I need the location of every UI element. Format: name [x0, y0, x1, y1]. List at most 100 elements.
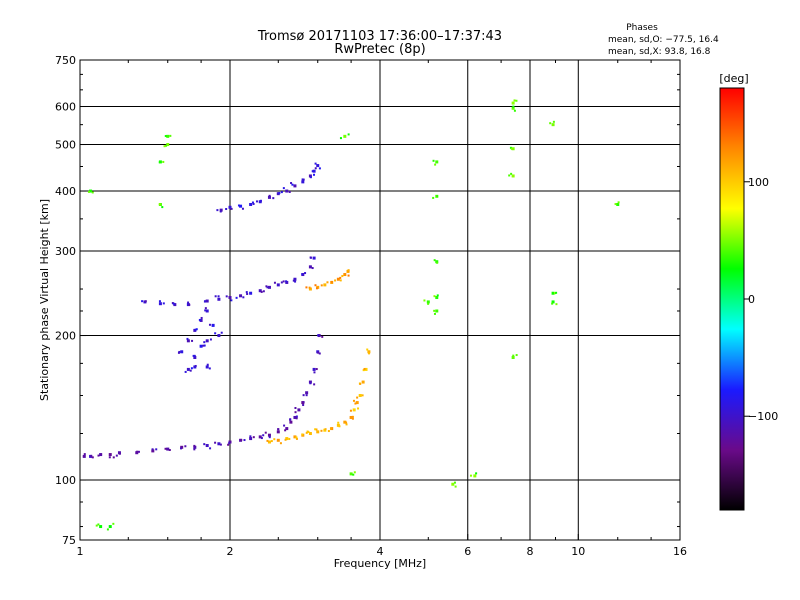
echo-point — [158, 300, 161, 303]
echo-point — [270, 440, 273, 443]
y-tick-label: 200 — [55, 330, 76, 343]
echo-point — [302, 404, 305, 407]
y-axis-label: Stationary phase Virtual Height [km] — [38, 199, 51, 401]
echo-point — [508, 174, 511, 177]
echo-point — [345, 421, 348, 424]
echo-point — [314, 162, 317, 165]
echo-point — [209, 338, 212, 341]
echo-point — [178, 350, 181, 353]
echo-point — [194, 328, 197, 331]
echo-point — [285, 280, 288, 283]
echo-point — [258, 289, 262, 293]
echo-point — [265, 285, 268, 288]
echo-point — [435, 260, 439, 264]
echo-point — [191, 339, 194, 342]
echo-point — [293, 435, 297, 439]
echo-point — [295, 437, 298, 440]
echo-point — [83, 453, 86, 456]
echo-point — [203, 341, 206, 344]
echo-point — [339, 276, 342, 279]
echo-point — [235, 296, 238, 299]
data-points — [82, 99, 620, 531]
echo-point — [302, 401, 305, 404]
echo-point — [217, 334, 221, 338]
echo-point — [180, 350, 184, 354]
colorbar-tick-label: 100 — [748, 176, 769, 189]
echo-point — [249, 435, 252, 438]
echo-point — [285, 189, 289, 193]
echo-point — [436, 195, 439, 198]
echo-point — [219, 210, 222, 213]
echo-point — [436, 261, 439, 264]
echo-point — [208, 367, 211, 370]
echo-point — [262, 434, 265, 437]
echo-point — [324, 428, 327, 431]
echo-point — [195, 328, 198, 331]
echo-point — [266, 286, 269, 289]
echo-point — [188, 303, 191, 306]
echo-point — [252, 202, 255, 205]
echo-point — [198, 318, 201, 321]
echo-point — [209, 447, 212, 450]
echo-point — [141, 300, 144, 303]
echo-point — [108, 456, 111, 459]
echo-point — [108, 453, 112, 457]
echo-point — [262, 290, 265, 293]
echo-point — [354, 402, 357, 405]
echo-point — [475, 472, 478, 475]
echo-point — [266, 439, 269, 442]
echo-point — [135, 451, 139, 455]
echo-point — [339, 279, 342, 282]
echo-point — [239, 294, 243, 298]
echo-point — [315, 287, 318, 290]
echo-point — [327, 430, 330, 433]
echo-point — [435, 160, 439, 164]
y-tick-label: 500 — [55, 139, 76, 152]
echo-point — [162, 302, 165, 305]
echo-point — [227, 443, 230, 446]
echo-point — [302, 178, 305, 181]
echo-point — [239, 204, 243, 208]
echo-point — [314, 428, 317, 431]
echo-point — [352, 408, 356, 412]
echo-point — [511, 355, 515, 359]
echo-point — [357, 407, 360, 410]
echo-point — [311, 170, 314, 173]
echo-point — [260, 437, 263, 440]
echo-point — [225, 295, 228, 298]
echo-point — [203, 344, 206, 347]
echo-point — [301, 178, 304, 181]
chart-subtitle: RwPretec (8p) — [334, 42, 425, 57]
echo-point — [293, 415, 297, 419]
echo-point — [308, 286, 311, 289]
colorbar — [719, 87, 745, 511]
echo-point — [555, 303, 558, 306]
echo-point — [320, 284, 323, 287]
echo-point — [305, 286, 308, 289]
echo-point — [205, 444, 209, 448]
echo-point — [323, 283, 327, 287]
echo-point — [358, 394, 362, 398]
echo-point — [112, 456, 115, 459]
echo-point — [367, 350, 371, 354]
echo-point — [315, 368, 318, 371]
echo-point — [219, 208, 223, 212]
echo-point — [511, 147, 515, 151]
echo-point — [433, 295, 436, 298]
echo-point — [295, 415, 298, 418]
echo-point — [433, 312, 436, 315]
echo-point — [616, 202, 620, 206]
echo-point — [512, 354, 515, 357]
echo-point — [180, 447, 183, 450]
echo-point — [192, 354, 195, 357]
echo-point — [361, 394, 364, 397]
echo-point — [251, 201, 254, 204]
echo-point — [432, 159, 435, 162]
echo-point — [368, 352, 371, 355]
echo-point — [278, 192, 281, 195]
echo-point — [323, 428, 327, 432]
echo-point — [205, 309, 209, 313]
echo-point — [305, 391, 309, 395]
echo-point — [312, 367, 316, 371]
echo-point — [294, 407, 297, 410]
